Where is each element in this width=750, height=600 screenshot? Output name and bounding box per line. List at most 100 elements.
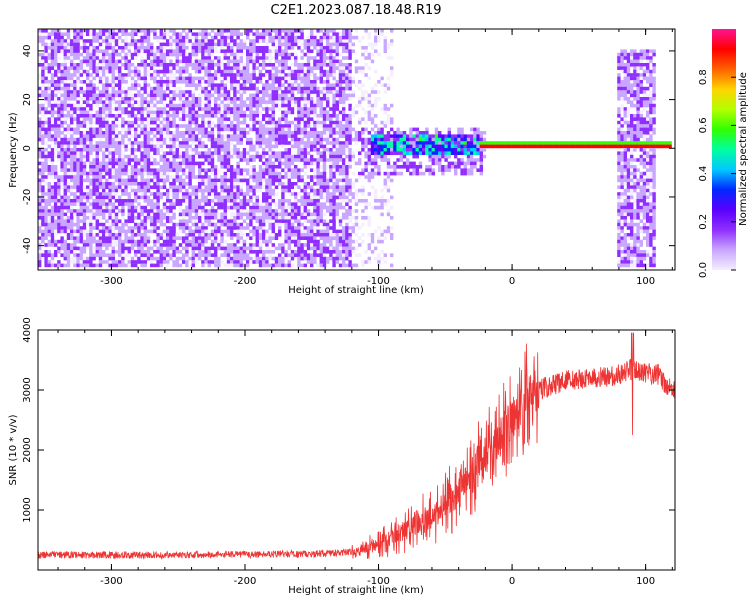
spectrogram-cell — [185, 56, 189, 60]
spectrogram-cell — [146, 137, 151, 142]
spectrogram-cell — [223, 52, 227, 57]
spectrogram-cell — [175, 131, 179, 135]
spectrogram-cell — [146, 114, 151, 118]
spectrogram-cell — [284, 56, 288, 60]
spectrogram-cell — [271, 90, 275, 94]
spectrogram-cell — [274, 233, 279, 237]
spectrogram-cell — [274, 175, 279, 179]
spectrogram-cell — [76, 76, 80, 81]
spectrogram-cell — [38, 229, 42, 234]
spectrogram-cell — [86, 114, 90, 118]
spectrogram-cell — [79, 35, 83, 40]
spectrogram-cell — [95, 209, 99, 213]
spectrogram-cell — [114, 185, 119, 189]
spectrogram-cell — [210, 66, 215, 70]
spectrogram-cell — [233, 103, 237, 108]
spectrogram-cell — [178, 185, 183, 189]
spectrogram-cell — [114, 219, 119, 223]
spectrogram-cell — [44, 107, 48, 111]
spectrogram-cell — [134, 73, 138, 77]
spectrogram-cell — [306, 219, 311, 223]
spectrogram-cell — [233, 222, 237, 227]
spectrogram-cell — [38, 90, 42, 94]
spectrogram-cell — [239, 141, 243, 145]
spectrogram-cell — [38, 222, 42, 227]
spectrogram-cell — [156, 117, 160, 121]
spectrogram-cell — [172, 52, 176, 57]
spectrogram-cell — [258, 168, 263, 172]
spectrogram-cell — [233, 195, 237, 200]
spectrogram-cell — [252, 175, 256, 179]
spectrogram-cell — [60, 236, 64, 240]
spectrogram-cell — [76, 39, 80, 43]
spectrogram-cell — [214, 175, 218, 179]
spectrogram-cell — [191, 131, 195, 135]
spectrogram-cell — [297, 73, 301, 77]
spectrogram-cell — [249, 73, 253, 77]
spectrogram-cell — [66, 137, 71, 142]
spectrogram-cell — [121, 260, 125, 264]
spectrogram-cell — [281, 161, 285, 166]
spectrogram-cell — [271, 209, 275, 213]
spectrogram-cell — [172, 229, 176, 234]
spectrogram-cell — [239, 209, 243, 213]
spectrogram-cell — [207, 188, 211, 193]
spectrogram-cell — [92, 222, 96, 227]
spectrogram-cell — [166, 236, 170, 240]
spectrogram-cell — [76, 32, 80, 36]
spectrogram-cell — [111, 243, 115, 247]
spectrogram-cell — [140, 93, 144, 98]
spectrogram-cell — [306, 107, 311, 111]
spectrogram-cell — [143, 222, 147, 227]
spectrogram-cell — [178, 199, 183, 203]
spectrogram-cell — [41, 127, 45, 132]
spectrogram-cell — [326, 56, 330, 60]
spectrogram-cell — [108, 154, 112, 159]
spectrogram-cell — [284, 39, 288, 43]
spectrogram-cell — [70, 131, 74, 135]
spectrogram-cell — [281, 97, 285, 101]
spectrogram-cell — [169, 73, 173, 77]
spectrogram-cell — [98, 137, 103, 142]
spectrogram-cell — [294, 137, 298, 142]
spectrogram-cell — [313, 246, 317, 251]
spectrogram-cell — [239, 39, 243, 43]
spectrogram-cell — [182, 39, 186, 43]
spectrogram-cell — [306, 63, 311, 67]
spectrogram-cell — [178, 90, 183, 94]
spectrogram-cell — [172, 124, 176, 128]
spectrogram-cell — [127, 131, 131, 135]
spectrogram-cell — [284, 148, 288, 152]
spectrogram-cell — [134, 86, 138, 91]
spectrogram-cell — [226, 205, 231, 210]
spectrogram-cell — [114, 49, 119, 53]
spectrogram-cell — [239, 154, 243, 159]
spectrogram-cell — [102, 107, 106, 111]
spectrogram-cell — [271, 49, 275, 53]
spectrogram-cell — [214, 86, 218, 91]
spectrogram-cell — [319, 236, 323, 240]
spectrogram-cell — [306, 42, 311, 47]
spectrogram-cell — [281, 202, 285, 206]
spectrogram-cell — [98, 233, 103, 237]
spectrogram-cell — [210, 46, 215, 50]
spectrogram-cell — [310, 246, 314, 251]
spectrogram-cell — [249, 107, 253, 111]
spectrogram-cell — [188, 195, 192, 200]
spectrogram-cell — [262, 178, 266, 183]
spectrogram-cell — [156, 161, 160, 166]
spectrogram-cell — [290, 168, 295, 172]
spectrogram-cell — [102, 32, 106, 36]
spectrogram-cell — [204, 49, 208, 53]
spectrogram-cell — [76, 90, 80, 94]
spectrogram-cell — [156, 69, 160, 74]
spectrogram-cell — [316, 263, 320, 268]
spectrogram-cell — [127, 171, 131, 176]
spectrogram-cell — [239, 151, 243, 155]
spectrogram-cell — [300, 202, 304, 206]
spectrogram-cell — [246, 236, 250, 240]
spectrogram-cell — [118, 250, 122, 254]
spectrogram-cell — [310, 182, 314, 186]
spectrogram-cell — [156, 175, 160, 179]
spectrogram-cell — [102, 120, 106, 125]
